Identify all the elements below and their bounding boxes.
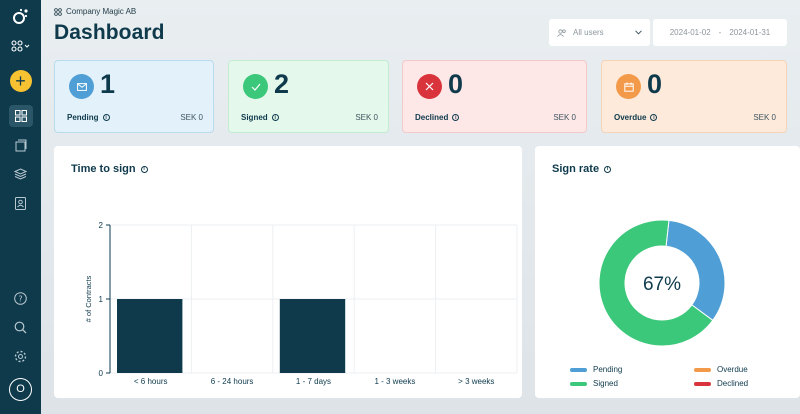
page-title: Dashboard bbox=[54, 21, 165, 44]
info-icon[interactable]: i bbox=[604, 165, 612, 173]
mail-icon bbox=[69, 74, 94, 99]
dashboard-icon bbox=[14, 110, 27, 122]
check-icon bbox=[243, 74, 268, 99]
legend-item-signed: Signed bbox=[570, 379, 618, 388]
search-button[interactable] bbox=[0, 319, 41, 335]
sidebar-item-contacts[interactable] bbox=[0, 195, 41, 211]
templates-icon bbox=[14, 168, 27, 180]
stat-card-overdue[interactable]: 0 Overdue i SEK 0 bbox=[601, 60, 787, 133]
stat-count: 0 bbox=[448, 69, 464, 99]
date-to[interactable]: 2024-01-31 bbox=[729, 28, 771, 37]
x-tick-label: > 3 weeks bbox=[458, 377, 494, 386]
sign-rate-card: Sign rate i 67% Pending Overdue Signed De… bbox=[535, 146, 800, 398]
info-icon[interactable]: i bbox=[102, 114, 110, 121]
x-tick-label: < 6 hours bbox=[134, 377, 168, 386]
add-icon: + bbox=[9, 70, 32, 92]
sign-rate-chart: 67% bbox=[598, 219, 726, 346]
donut-center-label: 67% bbox=[643, 274, 681, 295]
info-icon[interactable]: i bbox=[271, 114, 279, 121]
stat-count: 1 bbox=[100, 69, 116, 99]
logo-icon[interactable] bbox=[0, 6, 41, 26]
donut-slice-signed bbox=[598, 219, 714, 346]
stat-amount: SEK 0 bbox=[180, 113, 203, 122]
stat-card-signed[interactable]: 2 Signed i SEK 0 bbox=[228, 60, 389, 133]
stat-amount: SEK 0 bbox=[753, 113, 776, 122]
stat-count: 2 bbox=[274, 69, 290, 99]
y-tick-label: 0 bbox=[99, 369, 104, 378]
calendar-icon bbox=[616, 74, 641, 99]
svg-text:?: ? bbox=[18, 294, 22, 303]
avatar: O bbox=[9, 377, 32, 401]
stat-label: Declined i bbox=[415, 113, 460, 122]
stat-label: Signed i bbox=[241, 113, 279, 122]
date-separator: - bbox=[718, 28, 722, 37]
card-title: Sign rate i bbox=[552, 163, 612, 175]
time-to-sign-chart: 0 1 2 < 6 hours 6 - 24 hours 1 - 7 days 1 - 3 … bbox=[84, 221, 518, 386]
add-button[interactable]: + bbox=[0, 69, 41, 93]
stat-card-pending[interactable]: 1 Pending i SEK 0 bbox=[54, 60, 214, 133]
x-tick-label: 6 - 24 hours bbox=[211, 377, 254, 386]
legend-item-overdue: Overdue bbox=[694, 365, 748, 374]
search-icon bbox=[14, 321, 27, 333]
chevron-down-icon bbox=[635, 30, 642, 35]
stat-amount: SEK 0 bbox=[553, 113, 576, 122]
sidebar-item-dashboard[interactable] bbox=[0, 104, 41, 128]
user-filter-select[interactable]: All users bbox=[549, 19, 650, 46]
info-icon[interactable]: i bbox=[650, 114, 658, 121]
sidebar-item-templates[interactable] bbox=[0, 166, 41, 182]
stat-card-declined[interactable]: 0 Declined i SEK 0 bbox=[402, 60, 587, 133]
legend-item-declined: Declined bbox=[694, 379, 748, 388]
contacts-icon bbox=[15, 196, 26, 210]
sidebar: + ? bbox=[0, 0, 41, 414]
main-content: Company Magic AB Dashboard All users 202… bbox=[41, 0, 800, 414]
time-to-sign-card: Time to sign i 0 1 2 < 6 hours 6 - 24 hours 1 … bbox=[54, 146, 522, 398]
help-button[interactable]: ? bbox=[0, 290, 41, 306]
y-axis-label: # of Contracts bbox=[84, 275, 93, 322]
apps-icon[interactable] bbox=[0, 38, 41, 54]
card-title: Time to sign i bbox=[71, 163, 148, 175]
help-icon: ? bbox=[14, 291, 27, 305]
stat-label: Overdue i bbox=[614, 113, 658, 122]
company-icon bbox=[54, 7, 62, 16]
x-tick-label: 1 - 7 days bbox=[296, 377, 331, 386]
close-icon bbox=[417, 74, 442, 99]
users-icon bbox=[557, 28, 566, 37]
info-icon[interactable]: i bbox=[140, 165, 148, 173]
user-menu[interactable]: O bbox=[0, 376, 41, 402]
bar bbox=[117, 299, 183, 373]
info-icon[interactable]: i bbox=[452, 114, 460, 121]
company-name[interactable]: Company Magic AB bbox=[54, 7, 136, 16]
settings-button[interactable] bbox=[0, 348, 41, 364]
stat-count: 0 bbox=[647, 69, 663, 99]
user-filter-value: All users bbox=[573, 28, 604, 37]
bar bbox=[279, 299, 346, 373]
stat-amount: SEK 0 bbox=[355, 113, 378, 122]
y-tick-label: 2 bbox=[99, 221, 104, 230]
settings-icon bbox=[14, 350, 27, 362]
sidebar-item-documents[interactable] bbox=[0, 137, 41, 153]
legend-item-pending: Pending bbox=[570, 365, 622, 374]
stat-label: Pending i bbox=[67, 113, 110, 122]
documents-icon bbox=[15, 139, 26, 151]
y-tick-label: 1 bbox=[99, 295, 104, 304]
date-from[interactable]: 2024-01-02 bbox=[669, 28, 711, 37]
date-range-picker[interactable]: 2024-01-02 - 2024-01-31 bbox=[653, 19, 787, 46]
x-tick-label: 1 - 3 weeks bbox=[374, 377, 415, 386]
donut-slice-pending bbox=[665, 219, 726, 321]
